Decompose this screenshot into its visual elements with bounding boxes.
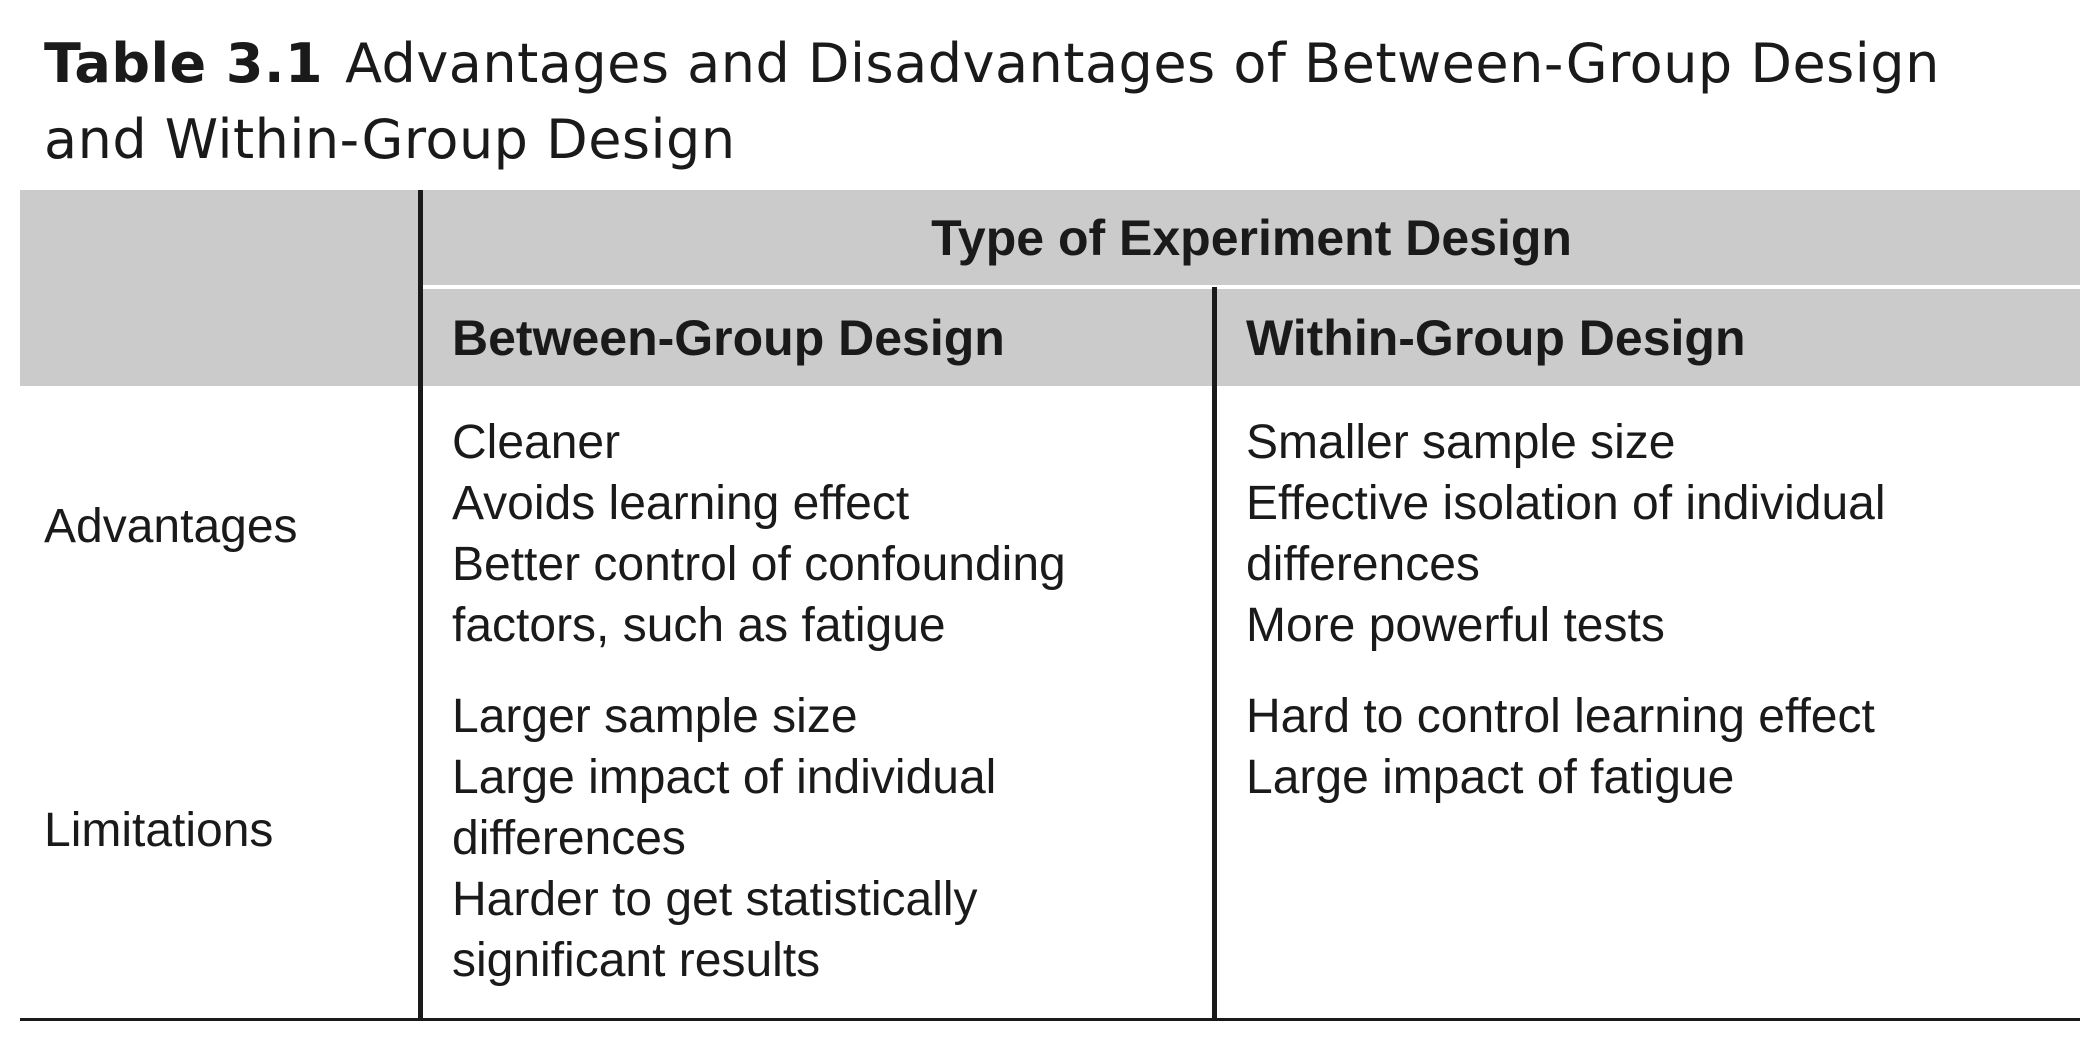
- list-item: Large impact of fatigue: [1246, 751, 1735, 804]
- caption-title: Advantages and Disadvantages of Between-…: [44, 32, 1940, 171]
- list-item: Effective isolation of individual differ…: [1246, 477, 1886, 591]
- list-item: Smaller sample size: [1246, 416, 1676, 469]
- row-label-limitations: Limitations: [44, 803, 274, 857]
- group-header: Type of Experiment Design: [931, 209, 1572, 266]
- row-header-divider: [418, 190, 423, 1020]
- table-caption: Table 3.1 Advantages and Disadvantages of…: [44, 26, 2044, 178]
- cell-advantages-within: Smaller sample size Effective isolation …: [1246, 412, 2046, 656]
- bottom-rule: [20, 1018, 2080, 1021]
- list-item: More powerful tests: [1246, 599, 1665, 652]
- caption-label: Table 3.1: [44, 32, 324, 95]
- list-item: Harder to get statistically significant …: [452, 873, 978, 987]
- cell-advantages-between: Cleaner Avoids learning effect Better co…: [452, 412, 1192, 656]
- row-label-advantages: Advantages: [44, 499, 298, 553]
- column-header-within: Within-Group Design: [1246, 309, 1746, 366]
- cell-limitations-within: Hard to control learning effect Large im…: [1246, 686, 2046, 808]
- list-item: Avoids learning effect: [452, 477, 910, 530]
- header-divider: [420, 285, 2080, 289]
- list-item: Better control of confounding factors, s…: [452, 538, 1066, 652]
- comparison-table: Type of Experiment Design Between-Group …: [20, 190, 2080, 1022]
- list-item: Cleaner: [452, 416, 621, 469]
- cell-limitations-between: Larger sample size Large impact of indiv…: [452, 686, 1192, 991]
- column-header-between: Between-Group Design: [452, 309, 1005, 366]
- column-divider: [1212, 287, 1217, 1020]
- list-item: Large impact of individual differences: [452, 751, 997, 865]
- list-item: Larger sample size: [452, 690, 858, 743]
- list-item: Hard to control learning effect: [1246, 690, 1875, 743]
